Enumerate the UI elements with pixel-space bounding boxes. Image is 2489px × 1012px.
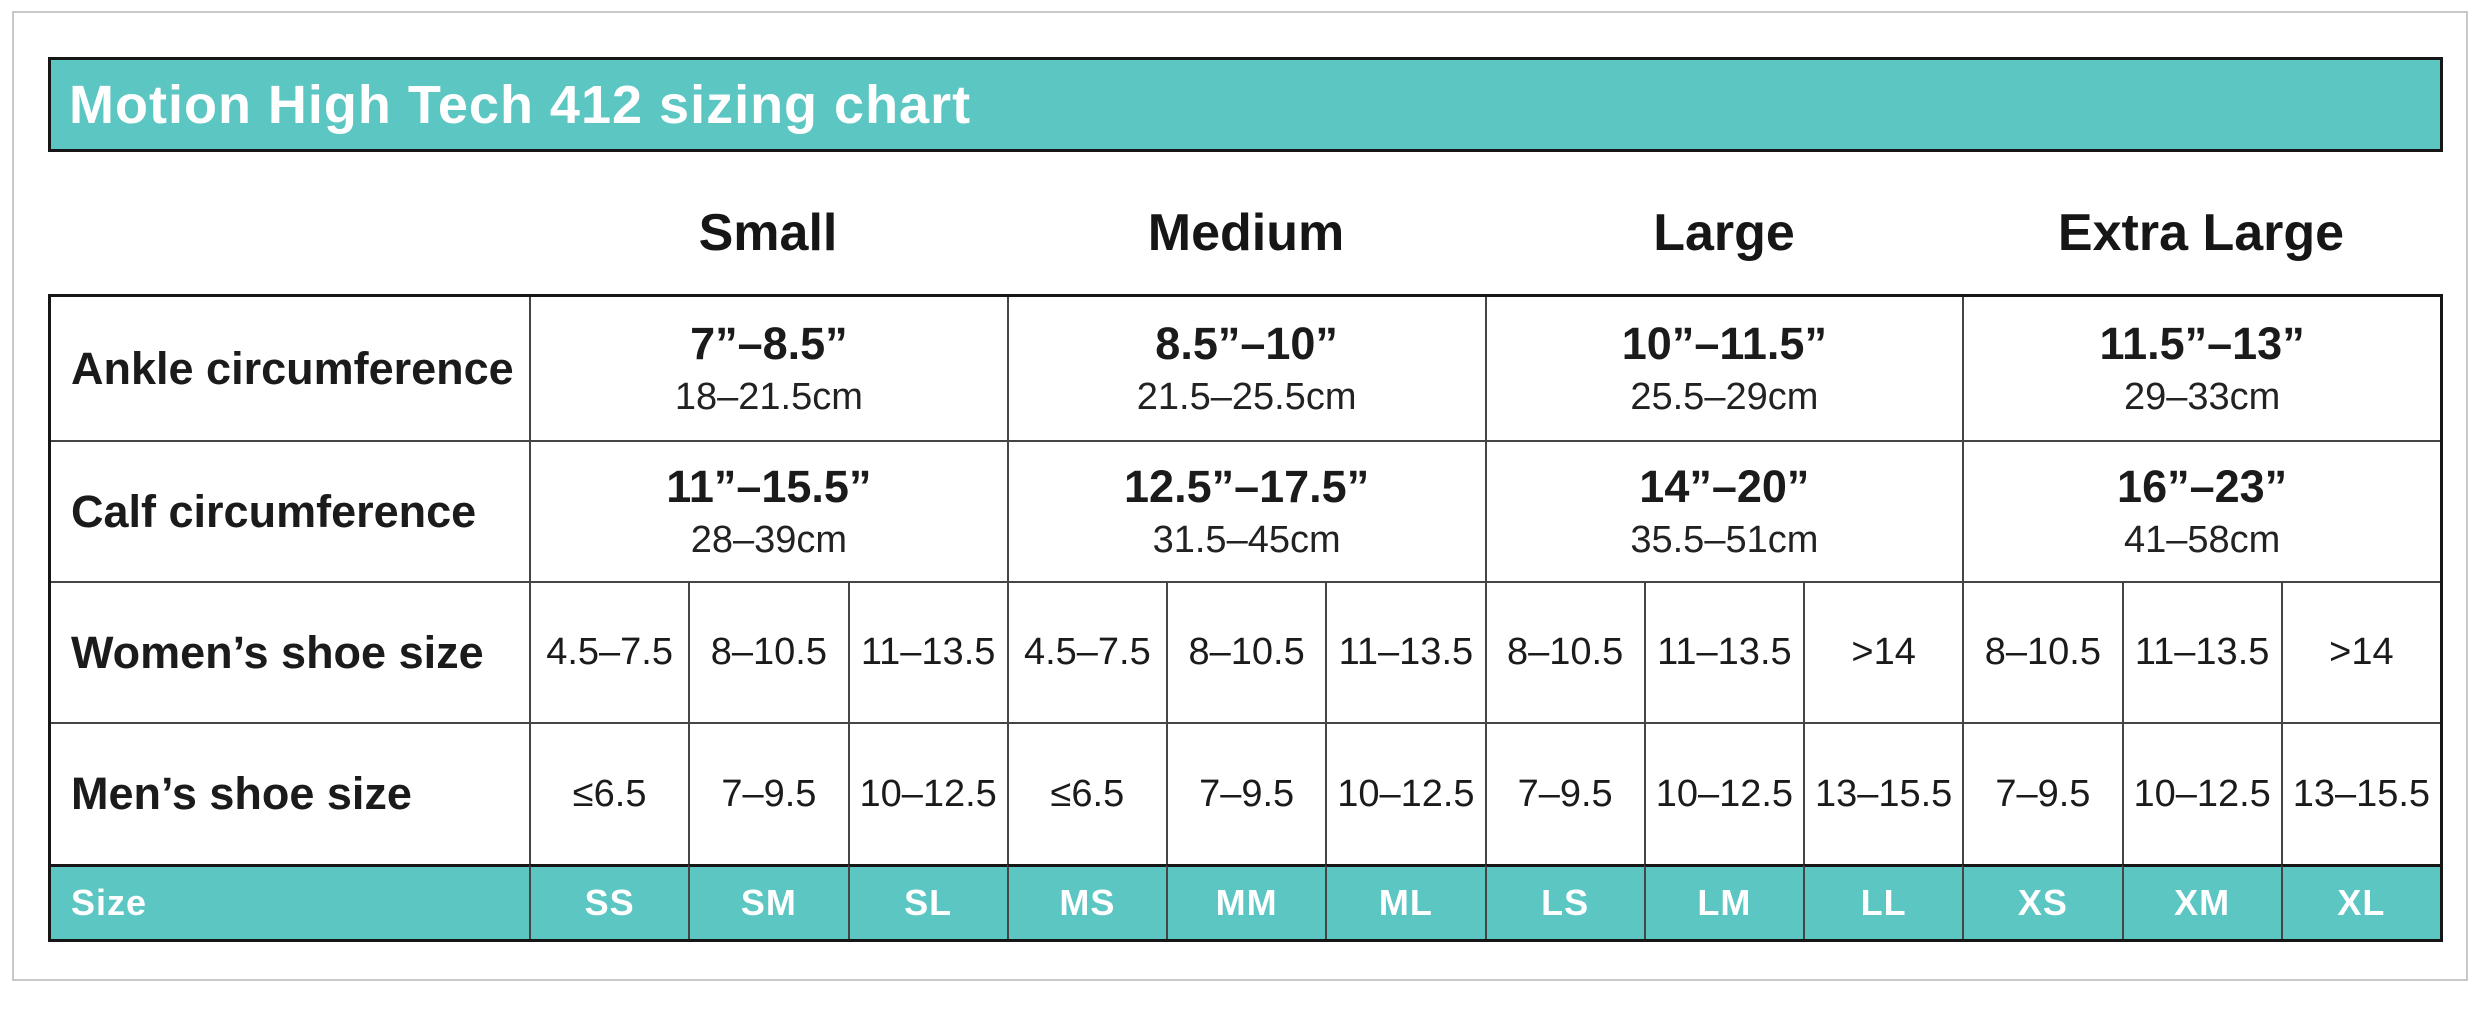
column-group-header-large: Large bbox=[1653, 203, 1795, 262]
size-code-cell-sl: SL bbox=[847, 864, 1007, 939]
womens-shoe-size-cell: 11–13.5 bbox=[847, 581, 1007, 722]
womens-shoe-size-cell: 8–10.5 bbox=[688, 581, 848, 722]
mens-shoe-size-cell: 10–12.5 bbox=[1325, 722, 1485, 864]
ankle-large-cm: 25.5–29cm bbox=[1630, 376, 1819, 418]
mens-shoe-size-cell: 7–9.5 bbox=[1484, 722, 1644, 864]
ankle-small-cm: 18–21.5cm bbox=[674, 376, 863, 418]
row-label-mens-shoe-size: Men’s shoe size bbox=[51, 722, 529, 864]
row-label-womens-shoe-size: Women’s shoe size bbox=[51, 581, 529, 722]
ankle-small-inches: 7”–8.5” bbox=[690, 318, 848, 369]
womens-shoe-size-cell: 4.5–7.5 bbox=[1006, 581, 1166, 722]
calf-large-cell: 14”–20” 35.5–51cm bbox=[1484, 440, 1963, 581]
size-code-cell-xs: XS bbox=[1962, 864, 2122, 939]
womens-shoe-size-cell: 8–10.5 bbox=[1166, 581, 1326, 722]
womens-shoe-size-cell: 11–13.5 bbox=[1643, 581, 1803, 722]
calf-extra-large-inches: 16”–23” bbox=[2117, 461, 2288, 512]
column-group-header-medium: Medium bbox=[1147, 203, 1345, 262]
calf-extra-large-cell: 16”–23” 41–58cm bbox=[1962, 440, 2440, 581]
size-code-cell-mm: MM bbox=[1166, 864, 1326, 939]
calf-small-inches: 11”–15.5” bbox=[666, 461, 872, 512]
calf-small-cell: 11”–15.5” 28–39cm bbox=[529, 440, 1007, 581]
ankle-small-cell: 7”–8.5” 18–21.5cm bbox=[529, 297, 1007, 440]
mens-shoe-size-cell: 13–15.5 bbox=[1803, 722, 1963, 864]
calf-medium-cell: 12.5”–17.5” 31.5–45cm bbox=[1006, 440, 1485, 581]
womens-shoe-size-cell: 11–13.5 bbox=[1325, 581, 1485, 722]
row-label-size: Size bbox=[51, 864, 529, 939]
column-group-header-extra-large: Extra Large bbox=[2057, 203, 2345, 262]
mens-shoe-size-cell: 7–9.5 bbox=[1962, 722, 2122, 864]
title-bar: Motion High Tech 412 sizing chart bbox=[48, 57, 2443, 152]
mens-shoe-size-cell: 7–9.5 bbox=[688, 722, 848, 864]
mens-shoe-size-cell: 10–12.5 bbox=[1643, 722, 1803, 864]
sizing-table: Ankle circumference 7”–8.5” 18–21.5cm 8.… bbox=[48, 294, 2443, 942]
mens-shoe-size-cell: ≤6.5 bbox=[529, 722, 689, 864]
ankle-extra-large-inches: 11.5”–13” bbox=[2099, 318, 2305, 369]
mens-shoe-size-cell: 13–15.5 bbox=[2280, 722, 2440, 864]
womens-shoe-size-cell: >14 bbox=[2280, 581, 2440, 722]
size-code-cell-ss: SS bbox=[529, 864, 689, 939]
calf-medium-cm: 31.5–45cm bbox=[1152, 519, 1341, 561]
page-title: Motion High Tech 412 sizing chart bbox=[69, 74, 972, 135]
size-code-cell-lm: LM bbox=[1643, 864, 1803, 939]
ankle-large-cell: 10”–11.5” 25.5–29cm bbox=[1484, 297, 1963, 440]
womens-shoe-size-cell: 4.5–7.5 bbox=[529, 581, 689, 722]
mens-shoe-size-cell: 10–12.5 bbox=[2121, 722, 2281, 864]
mens-shoe-size-cell: 7–9.5 bbox=[1166, 722, 1326, 864]
size-code-cell-ms: MS bbox=[1006, 864, 1166, 939]
size-code-cell-xl: XL bbox=[2280, 864, 2440, 939]
ankle-medium-inches: 8.5”–10” bbox=[1155, 318, 1338, 369]
row-label-calf-circumference: Calf circumference bbox=[51, 440, 529, 581]
mens-shoe-size-cell: 10–12.5 bbox=[847, 722, 1007, 864]
size-code-cell-ml: ML bbox=[1325, 864, 1485, 939]
calf-medium-inches: 12.5”–17.5” bbox=[1124, 461, 1370, 512]
womens-shoe-size-cell: >14 bbox=[1803, 581, 1963, 722]
ankle-large-inches: 10”–11.5” bbox=[1621, 318, 1827, 369]
size-code-cell-ll: LL bbox=[1803, 864, 1963, 939]
ankle-medium-cm: 21.5–25.5cm bbox=[1136, 376, 1357, 418]
row-label-ankle-circumference: Ankle circumference bbox=[71, 342, 514, 394]
size-code-cell-ls: LS bbox=[1484, 864, 1644, 939]
calf-extra-large-cm: 41–58cm bbox=[2123, 519, 2281, 561]
womens-shoe-size-cell: 11–13.5 bbox=[2121, 581, 2281, 722]
mens-shoe-size-cell: ≤6.5 bbox=[1006, 722, 1166, 864]
calf-large-inches: 14”–20” bbox=[1639, 461, 1810, 512]
ankle-extra-large-cell: 11.5”–13” 29–33cm bbox=[1962, 297, 2440, 440]
size-code-cell-xm: XM bbox=[2121, 864, 2281, 939]
calf-large-cm: 35.5–51cm bbox=[1630, 519, 1819, 561]
ankle-extra-large-cm: 29–33cm bbox=[2123, 376, 2281, 418]
size-code-cell-sm: SM bbox=[688, 864, 848, 939]
womens-shoe-size-cell: 8–10.5 bbox=[1484, 581, 1644, 722]
calf-small-cm: 28–39cm bbox=[690, 519, 848, 561]
ankle-medium-cell: 8.5”–10” 21.5–25.5cm bbox=[1006, 297, 1485, 440]
womens-shoe-size-cell: 8–10.5 bbox=[1962, 581, 2122, 722]
column-group-header-small: Small bbox=[698, 203, 838, 262]
